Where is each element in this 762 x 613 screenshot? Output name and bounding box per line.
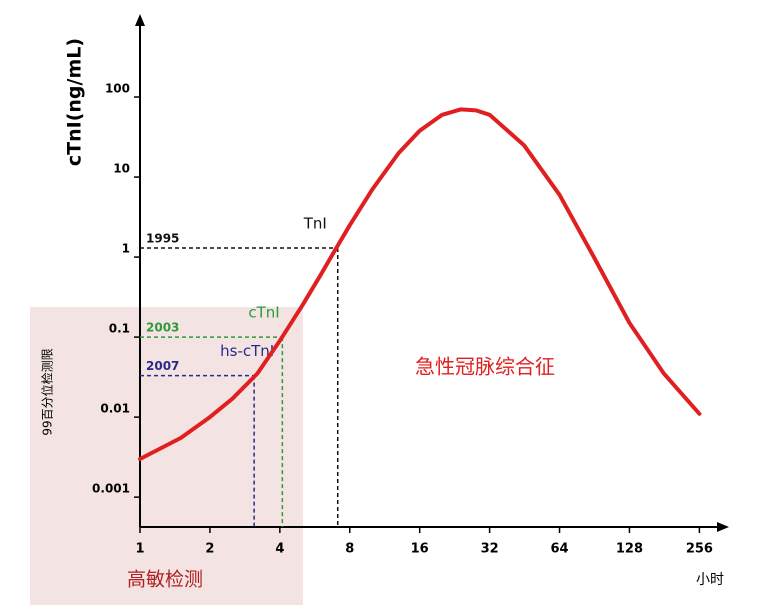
threshold-year: 2003 <box>146 321 179 335</box>
x-tick-label: 32 <box>481 542 499 557</box>
x-tick-label: 1 <box>135 542 144 557</box>
region-shade <box>30 307 303 605</box>
x-axis-label: 小时 <box>696 572 724 588</box>
x-tick-label: 256 <box>686 542 713 557</box>
y-tick-label: 0.1 <box>109 322 130 336</box>
threshold-year: 1995 <box>146 231 179 245</box>
y-tick-label: 100 <box>105 82 130 96</box>
threshold-year: 2007 <box>146 359 179 373</box>
y-arrow <box>135 14 145 26</box>
y-tick-label: 0.01 <box>100 402 130 416</box>
x-tick-label: 2 <box>205 542 214 557</box>
y-axis-label: cTnI(ng/mL) <box>64 38 86 166</box>
y-tick-label: 10 <box>113 162 130 176</box>
curve <box>138 107 702 461</box>
threshold-assay: hs-cTnI <box>220 342 274 360</box>
side-label: 99百分位检测限 <box>40 348 55 435</box>
x-arrow <box>717 522 729 532</box>
y-tick-label: 1 <box>122 242 130 256</box>
annotation: 急性冠脉综合征 <box>415 355 555 379</box>
x-tick-label: 128 <box>616 542 643 557</box>
x-tick-label: 4 <box>275 542 284 557</box>
threshold-assay: TnI <box>303 214 327 232</box>
y-tick-label: 0.001 <box>92 482 130 496</box>
x-tick-label: 16 <box>411 542 429 557</box>
threshold-assay: cTnI <box>248 304 279 322</box>
region-label: 高敏检测 <box>127 569 203 591</box>
x-tick-label: 64 <box>550 542 568 557</box>
x-tick-label: 8 <box>345 542 354 557</box>
